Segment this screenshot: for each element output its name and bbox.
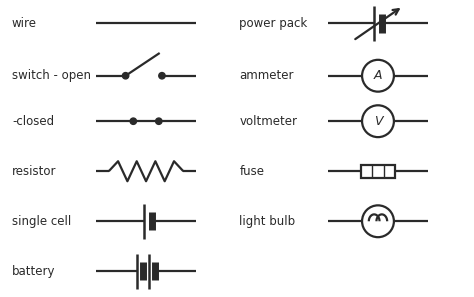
Text: ammeter: ammeter <box>239 69 294 82</box>
Text: fuse: fuse <box>239 165 264 178</box>
Text: V: V <box>374 115 382 128</box>
Circle shape <box>130 118 137 124</box>
Text: wire: wire <box>12 17 37 30</box>
Text: single cell: single cell <box>12 215 71 228</box>
Text: switch - open: switch - open <box>12 69 91 82</box>
Text: power pack: power pack <box>239 17 308 30</box>
Text: -closed: -closed <box>12 115 54 128</box>
Circle shape <box>122 72 129 79</box>
Circle shape <box>155 118 162 124</box>
Text: light bulb: light bulb <box>239 215 295 228</box>
Text: A: A <box>374 69 382 82</box>
Text: voltmeter: voltmeter <box>239 115 297 128</box>
Text: resistor: resistor <box>12 165 56 178</box>
Circle shape <box>159 72 165 79</box>
Bar <box>361 165 395 178</box>
Text: battery: battery <box>12 265 55 278</box>
